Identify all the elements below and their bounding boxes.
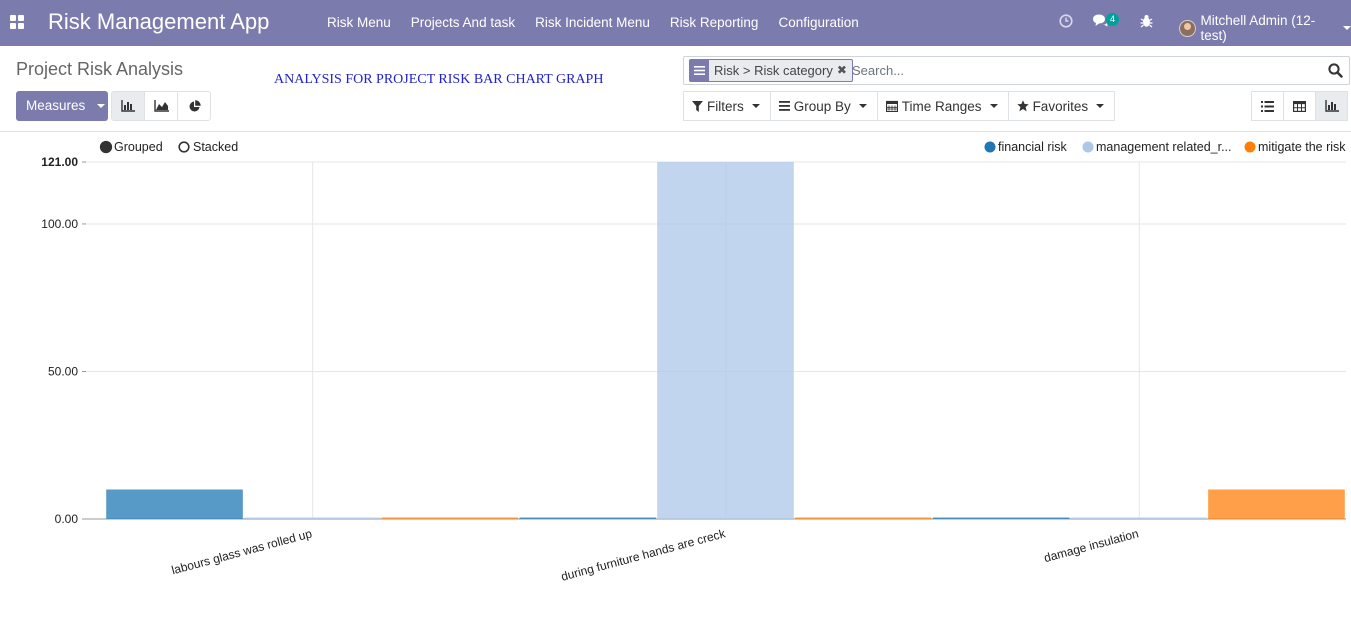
legend-swatch: [984, 141, 996, 153]
debug-bug-icon[interactable]: [1140, 14, 1153, 31]
y-tick-label: 50.00: [48, 364, 78, 378]
favorites-caret-icon: [1096, 104, 1105, 108]
user-name: Mitchell Admin (12-test): [1200, 13, 1316, 43]
page-title: Project Risk Analysis: [16, 59, 184, 79]
filters-button[interactable]: Filters: [683, 91, 771, 121]
search-icon[interactable]: [1328, 63, 1343, 81]
y-tick-label: 121.00: [41, 155, 78, 169]
main-menu: Risk Menu Projects And task Risk Inciden…: [317, 0, 869, 46]
filter-icon: [692, 100, 703, 112]
measures-button[interactable]: Measures: [16, 91, 108, 121]
bar-chart: Grouped Stacked 121.00 100.00 50.00 0.00 la…: [0, 132, 1351, 619]
graph-view-button[interactable]: [1315, 91, 1348, 121]
time-ranges-button[interactable]: Time Ranges: [876, 91, 1009, 121]
activity-clock-icon[interactable]: [1059, 14, 1073, 31]
bars-icon: [778, 101, 790, 111]
app-brand[interactable]: Risk Management App: [48, 9, 270, 34]
time-ranges-label: Time Ranges: [901, 98, 982, 114]
table-icon: [1293, 100, 1306, 112]
grouped-mode-option[interactable]: Grouped: [99, 140, 163, 154]
bar: [381, 517, 519, 519]
y-tick-label: 100.00: [41, 217, 78, 231]
user-avatar: [1179, 19, 1196, 37]
star-icon: [1016, 100, 1029, 112]
group-by-button[interactable]: Group By: [769, 91, 878, 121]
filters-caret-icon: [751, 104, 760, 108]
grouped-mode-label: Grouped: [114, 140, 163, 154]
search-facet: Risk > Risk category ✖: [689, 59, 853, 82]
favorites-label: Favorites: [1032, 98, 1089, 114]
legend-label: management related_r...: [1096, 140, 1232, 154]
messages-count-badge: 4: [1106, 13, 1119, 26]
bar-chart-view-icon: [1324, 100, 1339, 112]
legend-swatch: [1244, 141, 1256, 153]
page-annotation: ANALYSIS FOR PROJECT RISK BAR CHART GRAP…: [274, 72, 604, 87]
legend-swatch: [1082, 141, 1094, 153]
series-legend: financial risk management related_r... mit…: [984, 140, 1346, 154]
legend-label: financial risk: [998, 140, 1068, 154]
view-switcher: [1251, 91, 1348, 121]
stacked-mode-option[interactable]: Stacked: [178, 140, 238, 154]
top-navbar: Risk Management App Risk Menu Projects A…: [0, 0, 1351, 46]
menu-item-risk-reporting[interactable]: Risk Reporting: [669, 15, 759, 30]
bar-chart-mode-button[interactable]: [111, 91, 145, 121]
bar: [1070, 517, 1208, 519]
control-panel: Project Risk Analysis ANALYSIS FOR PROJE…: [0, 46, 1351, 132]
area-chart-icon: [153, 100, 169, 112]
stacked-mode-label: Stacked: [193, 140, 238, 154]
user-menu-caret-icon: [1343, 26, 1351, 30]
group-by-caret-icon: [858, 104, 867, 108]
group-by-label: Group By: [793, 98, 851, 114]
bar: [106, 489, 243, 519]
menu-item-configuration[interactable]: Configuration: [778, 15, 859, 30]
search-input[interactable]: [852, 61, 1312, 80]
time-ranges-caret-icon: [989, 104, 998, 108]
calendar-icon: [885, 100, 898, 112]
y-axis: 121.00 100.00 50.00 0.00: [41, 155, 86, 526]
pivot-view-button[interactable]: [1283, 91, 1316, 121]
bar-chart-icon: [121, 100, 135, 112]
x-tick-label: labours glass was rolled up: [170, 526, 314, 577]
filters-label: Filters: [707, 98, 744, 114]
facet-label: Risk > Risk category: [714, 63, 833, 78]
bar: [243, 517, 381, 519]
measures-caret-icon: [97, 104, 106, 109]
group-by-facet-icon: [690, 60, 709, 81]
bar: [519, 517, 657, 519]
x-axis: labours glass was rolled up during furnit…: [170, 526, 1140, 584]
x-tick-label: damage insulation: [1042, 526, 1140, 565]
pie-chart-icon: [189, 99, 201, 111]
user-menu[interactable]: Mitchell Admin (12-test): [1179, 13, 1351, 43]
line-chart-mode-button[interactable]: [144, 91, 178, 121]
measures-label: Measures: [26, 98, 86, 113]
list-view-button[interactable]: [1251, 91, 1284, 121]
list-icon: [1261, 100, 1274, 112]
chart-type-switcher: [111, 91, 211, 121]
menu-item-projects-and-task[interactable]: Projects And task: [410, 15, 516, 30]
facet-remove-icon[interactable]: ✖: [836, 63, 847, 77]
chart-bars: [106, 162, 1345, 519]
menu-item-risk-incident-menu[interactable]: Risk Incident Menu: [535, 15, 650, 30]
search-options: Filters Group By Time Ranges Favorites: [683, 91, 1116, 121]
bar: [932, 517, 1070, 519]
bar: [657, 162, 794, 519]
bar: [794, 517, 932, 519]
x-tick-label: during furniture hands are creck: [559, 526, 727, 584]
apps-menu-icon[interactable]: [10, 15, 24, 29]
favorites-button[interactable]: Favorites: [1007, 91, 1116, 121]
legend-label: mitigate the risk: [1258, 140, 1346, 154]
bar: [1208, 489, 1345, 519]
y-tick-label: 0.00: [55, 512, 79, 526]
search-bar: Risk > Risk category ✖: [683, 56, 1350, 85]
messages-icon[interactable]: 4: [1092, 13, 1119, 31]
chart-svg: Grouped Stacked 121.00 100.00 50.00 0.00 la…: [41, 140, 1346, 584]
pie-chart-mode-button[interactable]: [177, 91, 211, 121]
menu-item-risk-menu[interactable]: Risk Menu: [327, 15, 391, 30]
chart-mode-legend: Grouped Stacked: [99, 140, 238, 154]
